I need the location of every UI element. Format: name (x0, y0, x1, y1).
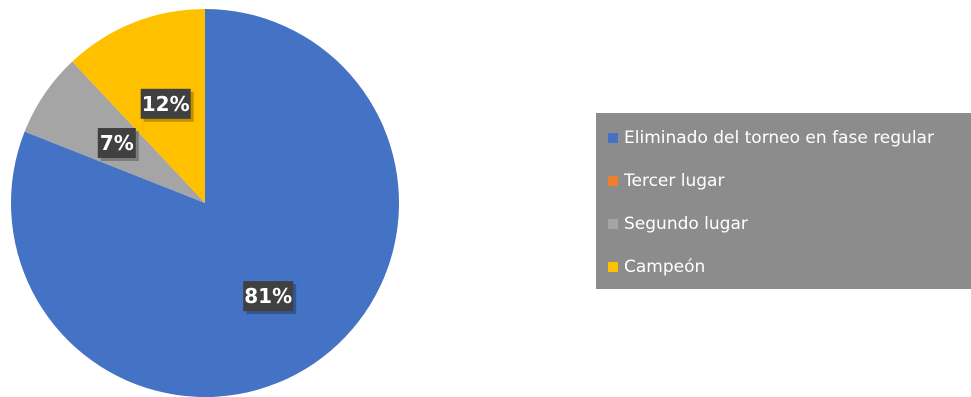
legend-label-eliminado: Eliminado del torneo en fase regular (624, 127, 934, 148)
legend-label-tercer-lugar: Tercer lugar (624, 170, 725, 191)
pie-data-labels: 81% 7% 12% (97, 88, 297, 315)
legend-swatch-eliminado (608, 132, 618, 143)
legend-swatch-tercer-lugar (608, 175, 618, 186)
data-label-text-segundo-lugar: 7% (100, 131, 134, 155)
pie-chart: 81% 7% 12% (10, 8, 399, 397)
pie-slice-campeon (72, 8, 205, 203)
chart-legend: Eliminado del torneo en fase regular Ter… (596, 113, 971, 289)
legend-swatch-segundo-lugar (608, 218, 618, 229)
data-label-eliminado: 81% (243, 281, 297, 315)
data-label-text-campeon: 12% (142, 92, 190, 116)
legend-swatch-campeon (608, 261, 618, 272)
data-label-text-eliminado: 81% (244, 284, 292, 308)
legend-item-eliminado: Eliminado del torneo en fase regular (608, 123, 971, 152)
legend-label-campeon: Campeón (624, 256, 706, 277)
legend-label-segundo-lugar: Segundo lugar (624, 213, 748, 234)
pie-slice-eliminado (10, 9, 399, 397)
legend-item-segundo-lugar: Segundo lugar (608, 209, 971, 238)
pie-slices (10, 8, 399, 397)
legend-item-tercer-lugar: Tercer lugar (608, 166, 971, 195)
legend-item-campeon: Campeón (608, 252, 971, 281)
data-label-campeon: 12% (140, 88, 194, 122)
data-label-segundo-lugar: 7% (97, 128, 139, 161)
